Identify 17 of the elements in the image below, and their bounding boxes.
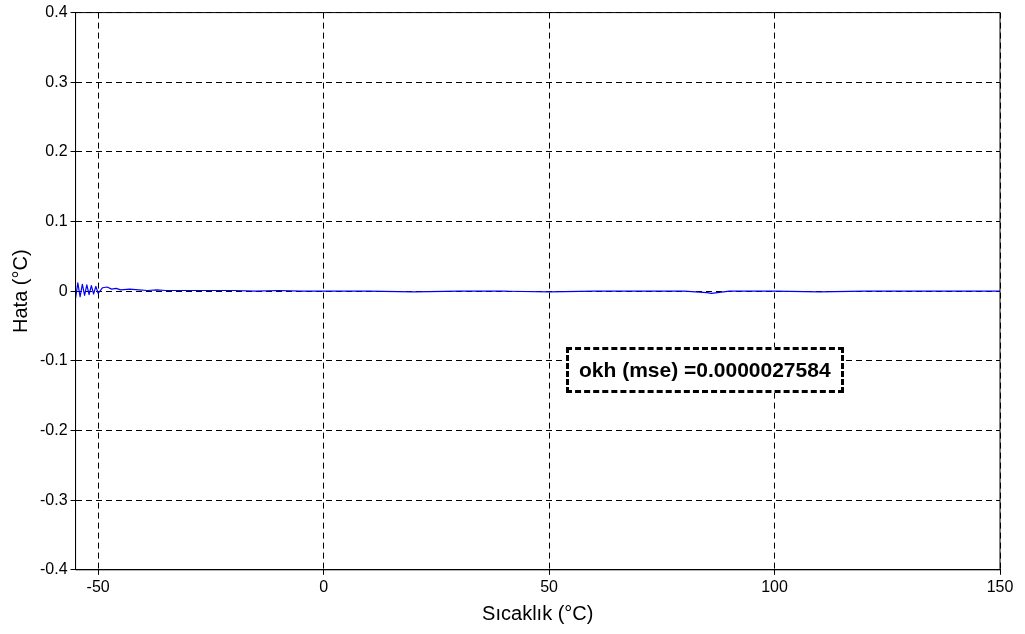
y-tick-label: -0.4 <box>39 560 68 578</box>
y-tick-label: -0.3 <box>39 490 68 508</box>
annotation: okh (mse) =0.0000027584 <box>566 347 844 393</box>
y-tick-label: -0.1 <box>39 351 68 369</box>
x-tick-label: 50 <box>540 577 559 595</box>
x-tick-label: 100 <box>761 577 788 595</box>
y-tick-label: 0.2 <box>45 142 68 160</box>
x-tick-label: 0 <box>319 577 329 595</box>
y-tick-label: 0.1 <box>45 211 68 229</box>
y-tick-label: 0.4 <box>45 3 68 21</box>
x-tick-label: -50 <box>86 577 110 595</box>
x-axis-title: Sıcaklık (°C) <box>482 601 594 624</box>
y-tick-label: -0.2 <box>39 420 68 438</box>
x-tick-label: 150 <box>986 577 1014 595</box>
y-tick-label: 0.3 <box>45 72 68 90</box>
y-axis-title: Hata (°C) <box>8 249 31 333</box>
y-tick-label: 0 <box>58 281 68 299</box>
